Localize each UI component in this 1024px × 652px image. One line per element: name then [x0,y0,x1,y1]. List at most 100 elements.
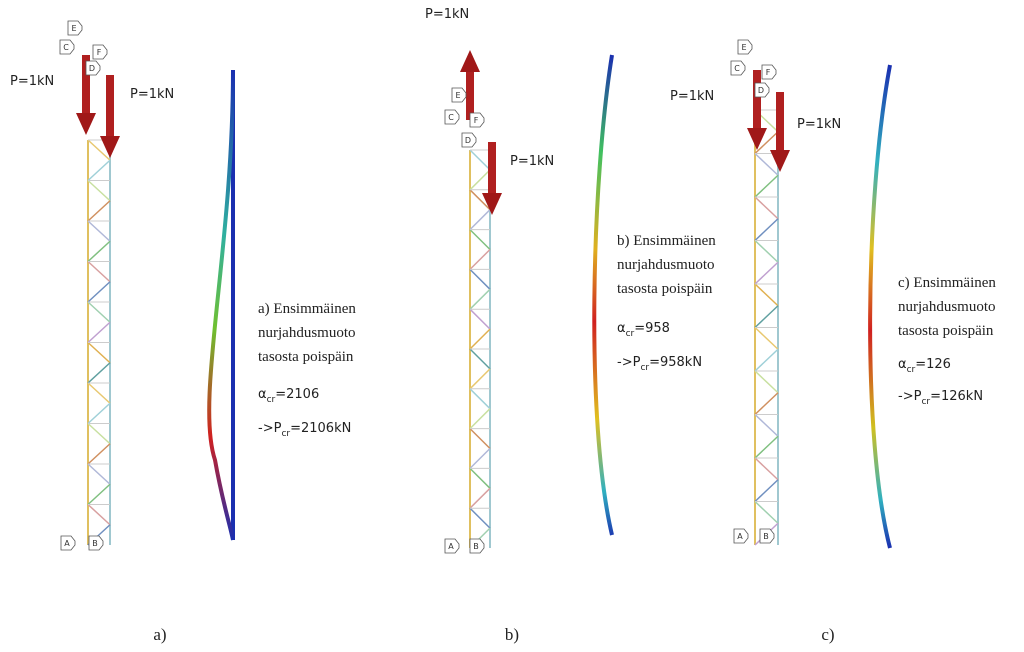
diagonal [88,383,110,403]
load-label: P=1kN [510,154,554,169]
value: =126kN [930,389,983,404]
diagonal [470,508,490,528]
node-label: E [71,24,76,33]
node-label: B [473,542,479,551]
diagonal [470,150,490,170]
description: b) Ensimmäinen [617,233,716,249]
buckling-shape [594,55,612,535]
node-label: D [465,136,471,145]
node-label: E [741,43,746,52]
diagonal [470,210,490,230]
diagonal [755,175,778,197]
diagonal [470,429,490,449]
load-label: P=1kN [797,117,841,132]
diagonal [88,282,110,302]
node-label: C [448,113,454,122]
description: tasosta poispäin [898,323,994,339]
diagonal [470,488,490,508]
alpha: αcr=2106 [258,387,319,405]
diagonal [88,424,110,444]
value: =2106kN [290,421,351,436]
description: nurjahdusmuoto [258,325,356,341]
diagonal [88,201,110,221]
caption: c) [821,625,834,644]
value: =126 [915,357,951,372]
diagonal [755,371,778,393]
symbol: ->P [898,389,922,404]
diagonal [755,197,778,219]
diagonal [88,302,110,322]
symbol: α [898,357,907,372]
load-label: P=1kN [130,87,174,102]
diagonal [755,219,778,241]
diagonal [755,393,778,415]
caption: a) [153,625,166,644]
diagonal [470,309,490,329]
value: =958kN [649,355,702,370]
diagonal [88,181,110,201]
buckling-shape [870,65,890,548]
diagonal [470,250,490,270]
diagonal [755,458,778,480]
load-label: P=1kN [670,89,714,104]
diagonal [470,389,490,409]
diagonal [755,480,778,502]
description: c) Ensimmäinen [898,275,996,291]
description: nurjahdusmuoto [898,299,996,315]
node-label: B [92,539,98,548]
node-label: E [455,91,460,100]
diagonal [470,329,490,349]
diagonal [470,369,490,389]
critical-load: ->Pcr=126kN [898,389,983,407]
load-arrow-head [460,50,480,72]
load-label: P=1kN [10,74,54,89]
diagonal [470,170,490,190]
node-label: D [758,86,764,95]
subscript: cr [281,429,290,439]
node-label: B [763,532,769,541]
description: nurjahdusmuoto [617,257,715,273]
diagonal [88,221,110,241]
load-arrow-head [747,128,767,150]
node-label: D [89,64,95,73]
critical-load: ->Pcr=958kN [617,355,702,373]
diagonal [88,343,110,363]
diagonal [755,502,778,524]
node-label: A [64,539,70,548]
load-arrow-head [770,150,790,172]
symbol: α [258,387,267,402]
value: =2106 [275,387,319,402]
buckling-shape [209,70,233,540]
load-arrow [753,70,761,128]
diagonal [470,269,490,289]
node-label: C [63,43,69,52]
node-label: A [448,542,454,551]
diagonal [755,328,778,350]
node-label: F [766,68,771,77]
load-arrow [776,92,784,150]
diagonal [470,349,490,369]
diagonal [88,444,110,464]
diagonal [470,409,490,429]
diagonal [88,322,110,342]
subscript: cr [921,397,930,407]
diagonal [755,241,778,263]
node-label: C [734,64,740,73]
diagonal [755,415,778,437]
diagonal [88,464,110,484]
node-label: F [97,48,102,57]
alpha: αcr=126 [898,357,951,375]
diagonal [88,484,110,504]
subscript: cr [907,365,916,375]
value: =958 [634,321,670,336]
load-arrow [106,75,114,136]
subscript: cr [640,363,649,373]
subscript: cr [626,329,635,339]
diagonal [755,262,778,284]
diagonal [88,241,110,261]
diagonal [470,449,490,469]
diagonal [755,306,778,328]
diagonal [755,436,778,458]
symbol: ->P [617,355,641,370]
description: tasosta poispäin [617,281,713,297]
